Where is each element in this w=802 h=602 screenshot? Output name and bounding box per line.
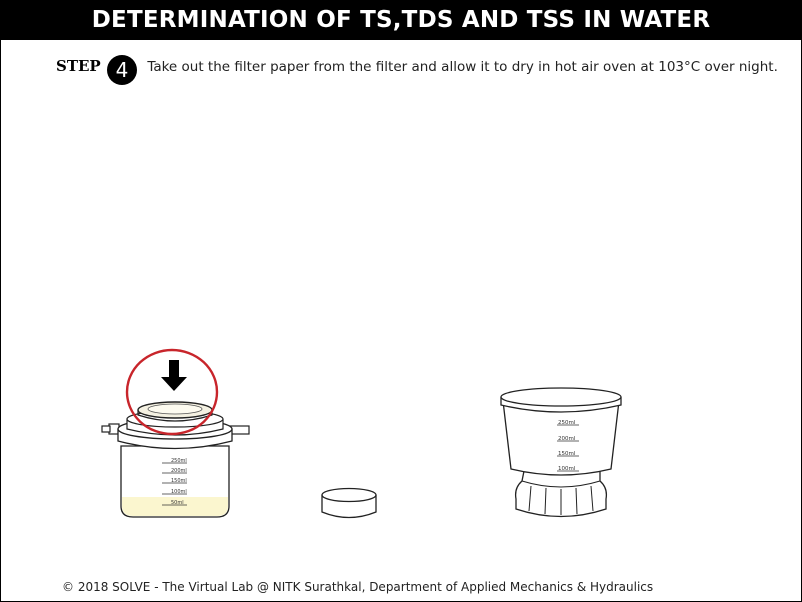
footer-copyright: © 2018 SOLVE - The Virtual Lab @ NITK Su… xyxy=(62,580,654,594)
flask-mark-250: 250ml xyxy=(171,458,187,464)
flask-graduations xyxy=(162,462,187,506)
funnel-cup xyxy=(502,400,620,476)
flask-mark-150: 150ml xyxy=(171,478,187,484)
flask-mark-100: 100ml xyxy=(171,489,187,495)
filter-funnel[interactable]: 250ml 200ml 150ml 100ml xyxy=(500,387,622,518)
highlight-circle xyxy=(125,348,219,436)
crucible-dish[interactable] xyxy=(321,487,377,519)
page-title: DETERMINATION OF TS,TDS AND TSS IN WATER xyxy=(1,1,801,40)
apparatus-scene: 250ml 200ml 150ml 100ml 50ml xyxy=(101,348,622,519)
flask-mark-50: 50ml xyxy=(171,500,184,506)
funnel-mark-250: 250ml xyxy=(558,420,576,426)
funnel-mark-150: 150ml xyxy=(558,451,576,457)
filtered-liquid xyxy=(122,497,228,516)
filtration-flask[interactable]: 250ml 200ml 150ml 100ml 50ml xyxy=(101,401,250,518)
step-text: Take out the filter paper from the filte… xyxy=(147,59,778,75)
funnel-mark-200: 200ml xyxy=(558,436,576,442)
funnel-graduations xyxy=(557,424,579,472)
down-arrow-icon xyxy=(161,360,187,391)
funnel-mark-100: 100ml xyxy=(558,466,576,472)
step-instruction: STEP 4 Take out the filter paper from th… xyxy=(51,55,781,85)
flask-mark-200: 200ml xyxy=(171,468,187,474)
step-label: STEP xyxy=(56,57,101,75)
step-number-badge: 4 xyxy=(107,55,138,85)
